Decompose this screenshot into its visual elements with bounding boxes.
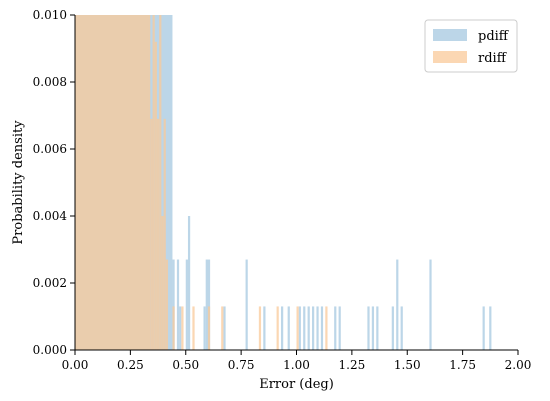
histogram-bar-pdiff: [334, 306, 337, 350]
x-tick-label: 0.75: [228, 358, 255, 372]
histogram-bar-pdiff: [482, 306, 485, 350]
histogram-bar-rdiff: [325, 306, 328, 350]
x-axis-label: Error (deg): [259, 377, 334, 392]
plot-area: [75, 15, 492, 351]
histogram-bar-pdiff: [400, 306, 403, 350]
histogram-bar-pdiff: [391, 306, 394, 350]
histogram-bar-rdiff: [156, 118, 160, 350]
histogram-bar-pdiff: [338, 306, 341, 350]
x-tick-label: 2.00: [505, 358, 532, 372]
histogram-bar-rdiff: [192, 306, 195, 350]
x-axis-ticks: 0.00 0.25 0.50 0.75 1.00 1.25 1.50 1.75 2.00: [62, 350, 532, 372]
legend-swatch-rdiff: [433, 51, 467, 63]
histogram-bar-pdiff: [371, 306, 375, 350]
histogram-bar-rdiff: [296, 306, 299, 350]
histogram-bar-pdiff: [205, 259, 211, 350]
histogram-bar-pdiff: [176, 259, 180, 350]
histogram-bar-pdiff: [223, 306, 226, 350]
y-tick-label: 0.002: [33, 276, 67, 290]
y-tick-label: 0.010: [33, 8, 67, 22]
histogram-bar-rdiff: [207, 306, 211, 350]
histogram-bar-pdiff: [316, 306, 319, 350]
histogram-bar-rdiff: [161, 216, 164, 350]
y-tick-label: 0.006: [33, 142, 67, 156]
histogram-bar-rdiff: [75, 15, 151, 350]
histogram-bar-pdiff: [489, 306, 492, 350]
x-tick-label: 1.25: [339, 358, 366, 372]
histogram-bar-rdiff: [154, 41, 157, 351]
histogram-bar-pdiff: [298, 306, 301, 350]
histogram-bar-pdiff: [312, 306, 315, 350]
legend-swatch-pdiff: [433, 29, 467, 41]
x-tick-label: 0.00: [62, 358, 89, 372]
histogram-bar-rdiff: [159, 15, 162, 350]
histogram-bar-pdiff: [307, 306, 310, 350]
histogram-bar-pdiff: [185, 259, 188, 350]
y-tick-label: 0.008: [33, 75, 67, 89]
histogram-bar-rdiff: [165, 259, 169, 350]
histogram-bar-rdiff: [152, 15, 155, 350]
histogram-bar-pdiff: [367, 306, 370, 350]
histogram-bar-pdiff: [203, 306, 206, 350]
legend-label-rdiff: rdiff: [478, 51, 508, 66]
histogram-bar-pdiff: [187, 216, 191, 350]
histogram-bar-pdiff: [320, 306, 324, 350]
histogram-bar-rdiff: [276, 306, 279, 350]
x-tick-label: 0.25: [117, 358, 144, 372]
series-rdiff-bars: [75, 15, 328, 351]
x-tick-label: 1.75: [449, 358, 476, 372]
histogram-bar-rdiff: [150, 118, 153, 350]
histogram-bar-rdiff: [172, 306, 175, 350]
y-tick-label: 0.000: [33, 343, 67, 357]
legend-label-pdiff: pdiff: [478, 29, 510, 44]
histogram-bar-rdiff: [181, 306, 184, 350]
histogram-bar-pdiff: [263, 306, 266, 350]
histogram-bar-pdiff: [179, 306, 182, 350]
histogram-bar-rdiff: [221, 306, 224, 350]
y-tick-label: 0.004: [33, 209, 68, 223]
x-tick-label: 0.50: [172, 358, 199, 372]
y-axis-label: Probability density: [11, 120, 26, 245]
histogram-bar-pdiff: [376, 306, 379, 350]
histogram-bar-pdiff: [172, 259, 175, 350]
y-axis-ticks: 0.000 0.002 0.004 0.006 0.008 0.010: [33, 8, 75, 357]
x-tick-label: 1.50: [394, 358, 421, 372]
legend: pdiff rdiff: [424, 19, 518, 73]
histogram-bar-pdiff: [429, 259, 432, 350]
histogram-bar-pdiff: [396, 259, 399, 350]
x-tick-label: 1.00: [283, 358, 310, 372]
histogram-bar-pdiff: [287, 306, 290, 350]
histogram-bar-rdiff: [163, 118, 166, 350]
histogram-bar-pdiff: [245, 259, 248, 350]
histogram-bar-pdiff: [280, 306, 284, 350]
histogram-bar-rdiff: [258, 306, 262, 350]
histogram-bar-pdiff: [303, 306, 306, 350]
